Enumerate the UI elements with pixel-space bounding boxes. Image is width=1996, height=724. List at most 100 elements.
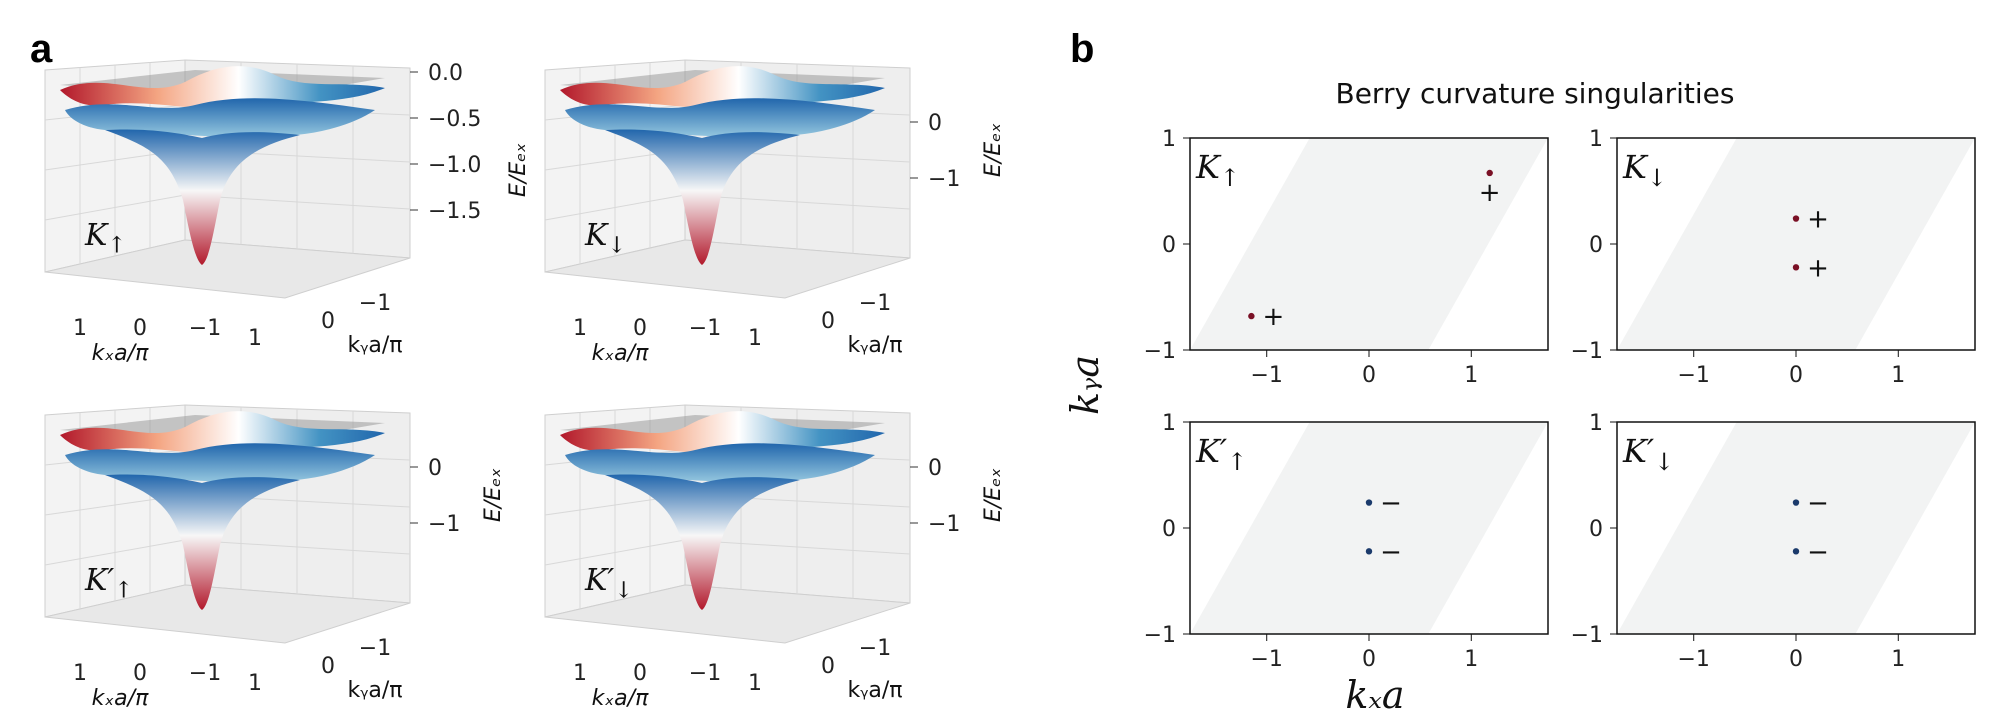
y-tick-label: 0 [1162,233,1176,258]
panel-b-scatter-plots: Berry curvature singularities−1−10011K↑+… [1063,77,1976,717]
panel-a-3d-plots: 0.0 −0.5 −1.0 −1.5 E/Eₑₓ K↑ 1 0 −1 kₓa/π −1 0 1 kᵧa/π… [44,59,1006,711]
y-axis-label: kᵧa/π [847,333,902,358]
singularity-point [1365,548,1373,555]
y-tick-label: −1 [1144,623,1176,648]
brillouin-zone-rhombus [1617,422,1975,634]
y-tick-label: 0 [821,309,835,334]
surface-plot: 0 −1 E/Eₑₓ K↓ 1 0 −1 kₓa/π −1 0 1 kᵧa/π [544,59,1006,366]
y-tick-label: 0 [1589,517,1603,542]
singularity-point [1486,169,1493,177]
panel-a-label: a [30,27,53,71]
singularity-point [1792,548,1800,555]
surface-plot: 0 −1 E/Eₑₓ K′↑ 1 0 −1 kₓa/π −1 0 1 kᵧa/π [44,404,506,711]
scatter-subplot: −1 −1 0 0 1 1 K↓ + + [1571,127,1976,388]
singularity-sign: − [1807,489,1829,519]
x-tick-label: 1 [573,316,587,341]
brillouin-zone-rhombus [1190,138,1548,350]
valley-label: K↓ [1622,148,1667,192]
floor-pane [544,239,911,299]
x-tick-label: −1 [189,661,221,686]
y-tick-label: 1 [748,326,762,351]
singularity-sign: + [1807,253,1829,283]
x-tick-label: 0 [1789,647,1803,672]
valley-label: K′↓ [1622,432,1674,476]
y-axis-label: kᵧa [1063,355,1107,415]
singularity-sign: − [1807,537,1829,567]
grid-line [44,194,186,221]
upper-band-surface [560,66,885,110]
brillouin-zone-rhombus [1190,422,1548,634]
floor-pane [44,584,411,644]
y-tick-label: 0 [821,654,835,679]
x-tick-label: 0 [133,661,147,686]
x-tick-label: 0 [1362,647,1376,672]
x-tick-label: 0 [633,661,647,686]
z-tick-label: −1.5 [428,199,481,224]
x-tick-label: −1 [1250,363,1282,388]
y-tick-label: 1 [248,671,262,696]
y-tick-label: 1 [1589,411,1603,436]
singularity-sign: + [1262,302,1284,332]
y-axis-label: kᵧa/π [347,678,402,703]
x-tick-label: 0 [1362,363,1376,388]
z-tick-label: 0 [928,456,942,481]
y-tick-label: 0 [321,309,335,334]
singularity-point [1248,312,1255,320]
x-tick-label: 1 [1464,363,1478,388]
z-tick-label: −0.5 [428,107,481,132]
upper-band-surface [560,411,885,455]
y-axis-label: kᵧa/π [847,678,902,703]
x-tick-label: 0 [1789,363,1803,388]
y-tick-label: 0 [1162,517,1176,542]
z-axis-label: E/Eₑₓ [981,468,1006,522]
band-minimum-well [605,129,800,265]
singularity-point [1792,264,1800,271]
x-tick-label: 1 [573,661,587,686]
lower-band-surface [565,443,875,482]
valley-label: K↑ [1195,148,1240,192]
singularity-point [1792,499,1800,506]
z-axis-label: E/Eₑₓ [506,143,531,197]
grid-line [544,539,686,566]
x-axis-label: kₓa/π [92,341,149,366]
x-axis-label: kₓa [1345,673,1404,717]
y-tick-label: 0 [321,654,335,679]
y-tick-label: −1 [859,636,891,661]
z-tick-label: 0 [428,456,442,481]
upper-band-surface [60,411,385,455]
x-tick-label: 1 [1891,363,1905,388]
x-tick-label: −1 [189,316,221,341]
singularity-sign: − [1380,537,1402,567]
z-tick-label: −1 [428,512,460,537]
valley-label: K′↓ [584,563,633,604]
band-minimum-well [605,474,800,610]
surface-plot: 0 −1 E/Eₑₓ K′↓ 1 0 −1 kₓa/π −1 0 1 kᵧa/π [544,404,1006,711]
x-tick-label: −1 [1677,647,1709,672]
singularity-sign: − [1380,489,1402,519]
lower-band-surface [565,98,875,137]
band-minimum-well [105,474,300,610]
surface-plot: 0.0 −0.5 −1.0 −1.5 E/Eₑₓ K↑ 1 0 −1 kₓa/π −1 0 1 kᵧa/π [44,59,531,366]
grid-line [684,539,911,555]
grid-line [184,194,411,210]
z-tick-label: −1 [928,512,960,537]
z-tick-label: 0 [928,111,942,136]
scatter-subplot: −1 −1 0 0 1 1 K′↓ − − [1571,411,1976,672]
lower-band-surface [65,98,375,137]
z-axis-label: E/Eₑₓ [481,468,506,522]
x-tick-label: 1 [73,316,87,341]
y-tick-label: 1 [1162,127,1176,152]
panel-b-label: b [1070,27,1094,71]
grid-line [184,539,411,555]
chart-title: Berry curvature singularities [1336,77,1735,110]
valley-label: K′↑ [84,563,133,604]
lower-band-surface [65,443,375,482]
singularity-sign: + [1807,205,1829,235]
x-tick-label: 1 [1464,647,1478,672]
y-tick-label: 1 [1162,411,1176,436]
singularity-sign: + [1479,178,1501,208]
z-tick-label: −1 [928,167,960,192]
scatter-subplot: −1 −1 0 0 1 1 K↑ + + [1144,127,1549,388]
x-axis-label: kₓa/π [92,686,149,711]
